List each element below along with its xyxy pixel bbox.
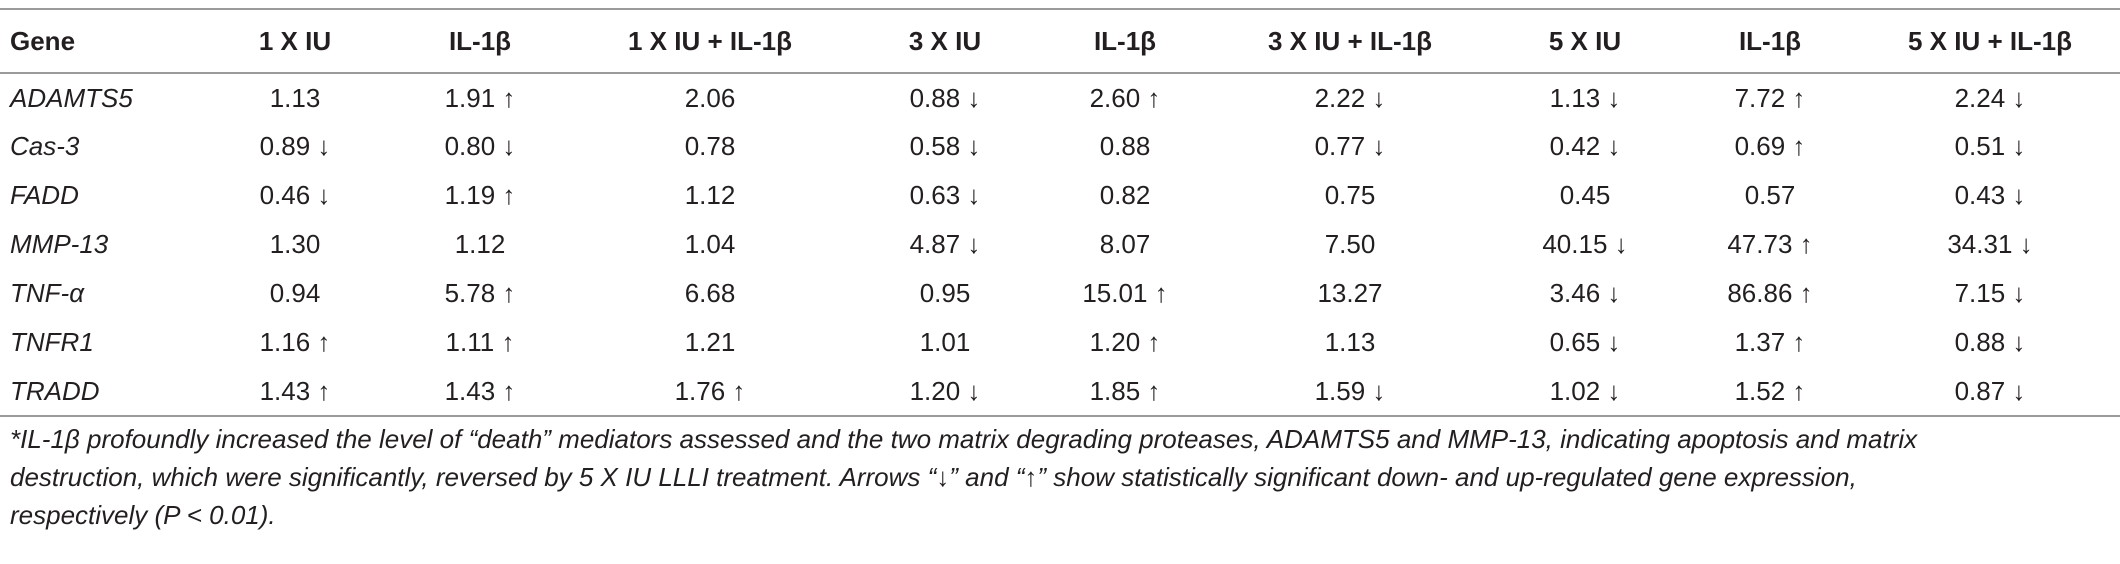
table-cell: 6.68 (684, 278, 736, 308)
table-cell: 0.88 ↓ (909, 82, 981, 113)
table-row: TNFR1 1.16 ↑ 1.11 ↑ 1.21 1.01 1.20 ↑ 1.1… (0, 318, 2120, 367)
table-row: TNF-α 0.94 5.78 ↑ 6.68 0.95 15.01 ↑ 13.2… (0, 269, 2120, 318)
header-5xiu: 5 X IU (1490, 8, 1680, 74)
table-cell: 1.12 (454, 229, 506, 259)
table-cell: 1.13 ↓ (1549, 82, 1621, 113)
table-cell: 4.87 ↓ (909, 229, 981, 259)
table-cell: 7.15 ↓ (1954, 278, 2026, 308)
table-cell: 1.30 (269, 229, 321, 259)
table-cell: 1.04 (684, 229, 736, 259)
table-cell: 1.13 (269, 82, 321, 113)
table-cell: 1.91 ↑ (444, 82, 516, 113)
footnote-line: destruction, which were significantly, r… (10, 462, 1857, 492)
table-row: TRADD 1.43 ↑ 1.43 ↑ 1.76 ↑ 1.20 ↓ 1.85 ↑… (0, 367, 2120, 417)
table-cell: 0.42 ↓ (1549, 131, 1621, 161)
table-cell: 1.13 (1324, 327, 1376, 357)
table-footnote: *IL-1β profoundly increased the level of… (10, 420, 2110, 534)
table-row: Cas-3 0.89 ↓ 0.80 ↓ 0.78 0.58 ↓ 0.88 0.7… (0, 122, 2120, 171)
table-cell: 0.89 ↓ (259, 131, 331, 161)
footnote-line: *IL-1β profoundly increased the level of… (10, 424, 1918, 454)
table-cell: 0.57 (1744, 180, 1796, 210)
table-cell: 7.50 (1324, 229, 1376, 259)
table-cell: 1.11 ↑ (445, 327, 515, 357)
table-cell: 1.20 ↑ (1089, 327, 1161, 357)
table-row: ADAMTS5 1.13 1.91 ↑ 2.06 0.88 ↓ 2.60 ↑ 2… (0, 73, 2120, 122)
table-cell: 47.73 ↑ (1727, 229, 1813, 259)
gene-name: TNF-α (10, 278, 85, 308)
table-cell: 0.43 ↓ (1954, 180, 2026, 210)
table-cell: 0.94 (269, 278, 321, 308)
table-cell: 1.43 ↑ (390, 367, 570, 417)
table-cell: 8.07 (1099, 229, 1151, 259)
header-3xiu: 3 X IU (850, 8, 1040, 74)
gene-name: ADAMTS5 (10, 82, 133, 113)
table-cell: 0.77 ↓ (1314, 131, 1386, 161)
table-cell: 1.20 ↓ (850, 367, 1040, 417)
table-cell: 1.02 ↓ (1490, 367, 1680, 417)
table-cell: 7.72 ↑ (1734, 82, 1806, 113)
table-cell: 86.86 ↑ (1727, 278, 1813, 308)
table-cell: 1.76 ↑ (570, 367, 850, 417)
gene-name: TNFR1 (10, 327, 94, 357)
table-cell: 1.12 (684, 180, 736, 210)
table-cell: 1.16 ↑ (259, 327, 331, 357)
table-cell: 0.75 (1324, 180, 1376, 210)
header-1xiu: 1 X IU (200, 8, 390, 74)
table-cell: 40.15 ↓ (1542, 229, 1628, 259)
table-cell: 2.22 ↓ (1314, 82, 1386, 113)
table-cell: 0.88 (1099, 131, 1151, 161)
table-cell: 34.31 ↓ (1947, 229, 2033, 259)
table-cell: 1.85 ↑ (1040, 367, 1210, 417)
table-cell: 13.27 (1317, 278, 1383, 308)
table-cell: 1.52 ↑ (1680, 367, 1860, 417)
table-cell: 1.19 ↑ (444, 180, 516, 210)
gene-expression-table: Gene 1 X IU IL-1β 1 X IU + IL-1β 3 X IU … (0, 8, 2120, 417)
table-cell: 5.78 ↑ (444, 278, 516, 308)
table-row: FADD 0.46 ↓ 1.19 ↑ 1.12 0.63 ↓ 0.82 0.75… (0, 171, 2120, 220)
table-cell: 0.65 ↓ (1549, 327, 1621, 357)
header-3xiu-il1b: 3 X IU + IL-1β (1210, 8, 1490, 74)
table-cell: 0.58 ↓ (909, 131, 981, 161)
footnote-line: respectively (P < 0.01). (10, 500, 276, 530)
gene-name: Cas-3 (10, 131, 80, 161)
header-il1b-a: IL-1β (390, 8, 570, 74)
table-cell: 0.69 ↑ (1734, 131, 1806, 161)
table-cell: 1.01 (919, 327, 971, 357)
header-1xiu-il1b: 1 X IU + IL-1β (570, 8, 850, 74)
table-row: MMP-13 1.30 1.12 1.04 4.87 ↓ 8.07 7.50 4… (0, 220, 2120, 269)
gene-name: TRADD (0, 367, 200, 417)
gene-name: MMP-13 (10, 229, 109, 259)
table-cell: 1.59 ↓ (1210, 367, 1490, 417)
table-cell: 2.60 ↑ (1089, 82, 1161, 113)
table-cell: 15.01 ↑ (1082, 278, 1168, 308)
table-cell: 1.43 ↑ (200, 367, 390, 417)
table-cell: 0.80 ↓ (444, 131, 516, 161)
table-cell: 0.82 (1099, 180, 1151, 210)
table-cell: 3.46 ↓ (1549, 278, 1621, 308)
gene-name: FADD (10, 180, 79, 210)
table-cell: 0.51 ↓ (1954, 131, 2026, 161)
table-cell: 0.78 (684, 131, 736, 161)
table-body: ADAMTS5 1.13 1.91 ↑ 2.06 0.88 ↓ 2.60 ↑ 2… (0, 73, 2120, 417)
table-cell: 0.88 ↓ (1954, 327, 2026, 357)
header-5xiu-il1b: 5 X IU + IL-1β (1860, 8, 2120, 74)
table-cell: 2.06 (684, 82, 736, 113)
header-il1b-b: IL-1β (1040, 8, 1210, 74)
table-cell: 0.87 ↓ (1860, 367, 2120, 417)
table-cell: 0.63 ↓ (909, 180, 981, 210)
table-cell: 0.46 ↓ (259, 180, 331, 210)
table-cell: 0.45 (1559, 180, 1611, 210)
header-row: Gene 1 X IU IL-1β 1 X IU + IL-1β 3 X IU … (0, 8, 2120, 74)
table-cell: 2.24 ↓ (1954, 82, 2026, 113)
header-il1b-c: IL-1β (1680, 8, 1860, 74)
table-cell: 1.21 (684, 327, 736, 357)
header-gene: Gene (0, 8, 200, 74)
table-cell: 1.37 ↑ (1734, 327, 1806, 357)
table-cell: 0.95 (919, 278, 971, 308)
